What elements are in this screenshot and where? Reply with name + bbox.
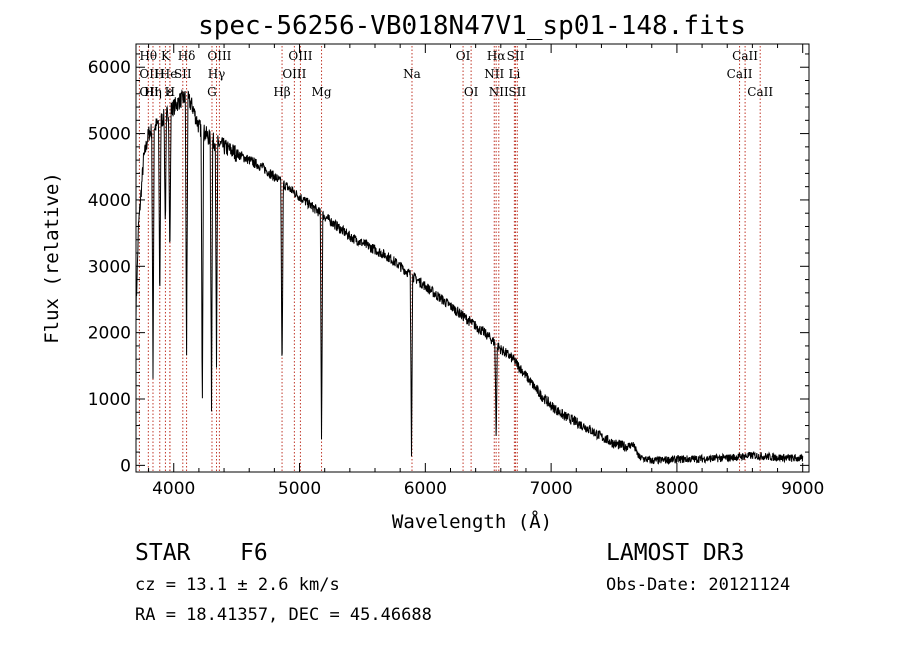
x-axis-label: Wavelength (Å) [392,510,552,533]
redshift-velocity: cz = 13.1 ± 2.6 km/s [135,575,340,595]
line-label: Hα [487,49,506,63]
observation-date: Obs-Date: 20121124 [606,575,790,595]
object-class: STAR [135,540,191,566]
line-label: K [161,49,171,63]
line-label: Hβ [273,85,290,99]
line-label: CaII [727,67,753,81]
y-tick-label: 4000 [88,191,131,211]
plot-frame [135,43,810,473]
y-tick-label: 2000 [88,324,131,344]
line-label: ε [167,85,173,99]
line-label: OI [456,49,471,63]
sky-coordinates: RA = 18.41357, DEC = 45.46688 [135,605,432,625]
line-label: NII [484,67,504,81]
line-label: Hγ [208,67,226,81]
line-label: Na [403,67,421,81]
survey-name: LAMOST DR3 [606,540,744,566]
line-label: He [160,67,178,81]
line-label: Li [508,67,520,81]
line-label: SII [507,49,525,63]
y-axis-label: Flux (relative) [41,172,63,344]
x-axis-ticks: 4000 5000 6000 7000 8000 9000 [148,44,824,499]
y-tick-label: 0 [120,456,131,476]
y-tick-label: 3000 [88,257,131,277]
line-label: Mg [312,85,332,99]
line-label: SII [174,67,192,81]
line-label: NII [489,85,509,99]
chart-title: spec-56256-VB018N47V1_sp01-148.fits [198,11,746,41]
line-label: OIII [207,49,231,63]
line-label: OII [139,67,159,81]
line-label: Hθ [139,49,157,63]
line-label: OIII [288,49,312,63]
x-tick-label: 4000 [152,479,195,499]
x-tick-label: 8000 [655,479,698,499]
line-label: CaII [747,85,773,99]
line-label: OI [464,85,479,99]
line-label: Hη [144,85,162,99]
object-subclass: F6 [240,540,268,566]
y-axis-ticks: 0 1000 2000 3000 4000 5000 6000 [88,53,809,476]
y-tick-label: 1000 [88,390,131,410]
x-tick-label: 9000 [781,479,824,499]
y-tick-label: 5000 [88,125,131,145]
line-label: H [165,85,175,99]
line-label: CaII [732,49,758,63]
line-label: SII [508,85,526,99]
line-label: Hδ [178,49,196,63]
x-tick-label: 6000 [404,479,447,499]
line-label: H [155,67,165,81]
x-tick-label: 5000 [278,479,321,499]
spectrum-line [135,89,804,466]
line-label: OIII [282,67,306,81]
x-tick-label: 7000 [529,479,572,499]
line-label: OII [139,85,159,99]
line-label: G [207,85,217,99]
y-tick-label: 6000 [88,58,131,78]
